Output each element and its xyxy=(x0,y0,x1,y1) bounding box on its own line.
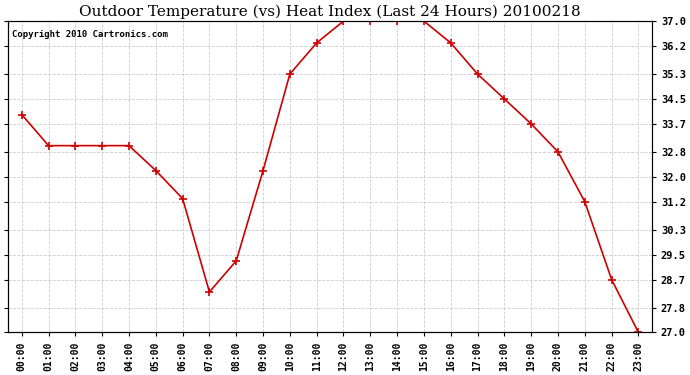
Title: Outdoor Temperature (vs) Heat Index (Last 24 Hours) 20100218: Outdoor Temperature (vs) Heat Index (Las… xyxy=(79,4,581,18)
Text: Copyright 2010 Cartronics.com: Copyright 2010 Cartronics.com xyxy=(12,30,168,39)
